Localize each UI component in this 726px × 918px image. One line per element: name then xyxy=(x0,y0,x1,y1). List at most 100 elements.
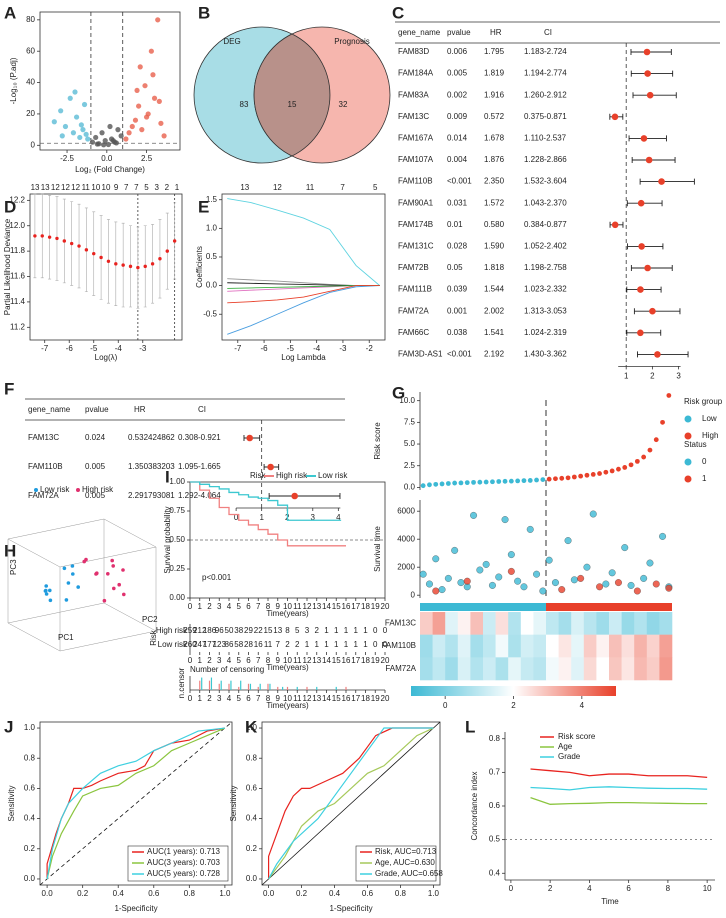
heat-cell xyxy=(508,612,522,635)
legend-box xyxy=(127,845,229,882)
p-value: <0.001 xyxy=(447,350,472,359)
gene-name: FAM90A1 xyxy=(398,198,434,207)
point xyxy=(143,114,150,120)
point xyxy=(565,475,571,481)
y-tick-label: 12.2 xyxy=(9,195,25,204)
heat-cell xyxy=(596,657,610,681)
ci-bar xyxy=(637,351,689,358)
survival-curve xyxy=(190,481,346,547)
x-tick-label: 6 xyxy=(246,656,251,665)
y-tick-label: 20 xyxy=(26,109,35,118)
confidence-interval: 0.308-0.921 xyxy=(178,433,221,442)
y-tick-label: 0.2 xyxy=(246,844,258,853)
point xyxy=(66,581,71,585)
heat-cell xyxy=(508,657,522,681)
heat-cell xyxy=(646,657,660,681)
top-tick-label: 7 xyxy=(340,183,345,192)
hazard-ratio: 0.532424862 xyxy=(128,433,175,442)
gene-name: FAM174B xyxy=(398,220,433,229)
hazard-ratio: 1.350383203 xyxy=(128,462,175,471)
point xyxy=(118,133,124,139)
y-tick-label: 1.00 xyxy=(169,477,185,486)
heat-cell xyxy=(420,657,433,681)
point xyxy=(590,471,596,477)
ci-bar xyxy=(632,92,677,99)
x-tick-label: -2 xyxy=(366,344,374,353)
row-label: FAM72A xyxy=(385,664,416,673)
point xyxy=(458,480,464,486)
x-tick-label: 16 xyxy=(342,656,351,665)
x-tick-label: 0 xyxy=(188,602,193,611)
y-tick-label: 0.5 xyxy=(206,252,218,261)
heat-cell xyxy=(571,612,585,635)
x-tick-label: 2 xyxy=(650,372,655,381)
point xyxy=(482,560,490,568)
confidence-interval: 1.532-3.604 xyxy=(524,177,567,186)
point xyxy=(117,582,121,587)
point xyxy=(608,569,616,577)
coefficient-path xyxy=(227,198,381,286)
concordance-line xyxy=(530,768,708,779)
axis-label: PC1 xyxy=(58,633,74,642)
at-risk-count: 0 xyxy=(383,640,388,649)
hazard-ratio: 2.192 xyxy=(484,350,505,359)
point xyxy=(143,264,147,269)
heat-cell xyxy=(445,612,459,635)
x-tick-label: 6 xyxy=(246,694,251,703)
point xyxy=(58,108,64,114)
x-tick-label: 4 xyxy=(227,656,232,665)
x-tick-label: -7 xyxy=(234,344,242,353)
point xyxy=(48,588,52,593)
x-tick-label: 1 xyxy=(259,513,264,522)
point xyxy=(553,476,558,482)
x-tick-label: 12 xyxy=(303,656,312,665)
at-risk-count: 1 xyxy=(334,626,339,635)
point xyxy=(570,576,578,584)
x-tick-label: 4 xyxy=(336,513,341,522)
point xyxy=(646,559,654,567)
top-tick-label: 10 xyxy=(102,183,111,192)
roc-curve xyxy=(268,727,434,880)
heat-cell xyxy=(596,612,610,635)
point xyxy=(578,473,584,479)
x-tick-label: 0.8 xyxy=(184,889,196,898)
at-risk-count: 1 xyxy=(363,640,368,649)
hazard-point xyxy=(646,91,654,99)
plot-frame xyxy=(39,11,181,151)
x-tick-label: 3 xyxy=(217,602,222,611)
point xyxy=(72,89,78,95)
x-tick-label: 19 xyxy=(371,656,380,665)
point xyxy=(627,581,635,589)
coefficient-path xyxy=(227,285,380,335)
point xyxy=(463,577,471,585)
point xyxy=(158,257,162,261)
panel-letter: I xyxy=(165,467,170,486)
column-header: CI xyxy=(544,28,552,37)
y-axis-label: Survival time xyxy=(373,526,382,572)
point xyxy=(107,123,113,130)
y-tick-label: 0.7 xyxy=(489,767,501,776)
top-tick-label: 5 xyxy=(144,183,149,192)
confidence-interval: 1.183-2.724 xyxy=(524,47,567,56)
x-tick-label: -4 xyxy=(313,344,321,353)
at-risk-count: 186 xyxy=(203,626,217,635)
point xyxy=(647,447,653,453)
x-axis-label: Time(years) xyxy=(266,609,309,618)
group-bar xyxy=(420,603,546,611)
heat-cell xyxy=(445,657,459,681)
panel-letter: L xyxy=(465,717,475,736)
confidence-interval: 1.260-2.912 xyxy=(524,90,567,99)
top-tick-label: 12 xyxy=(61,183,70,192)
y-tick-label: 1.5 xyxy=(206,195,218,204)
y-tick-label: 0.6 xyxy=(489,801,501,810)
y-tick-label: 80 xyxy=(26,15,35,24)
ci-bar xyxy=(628,135,667,142)
colorbar xyxy=(411,686,616,696)
heat-cell xyxy=(520,657,534,681)
y-tick-label: 10.0 xyxy=(399,396,415,405)
heat-cell xyxy=(520,612,534,635)
point xyxy=(508,478,514,484)
point xyxy=(137,64,143,70)
concordance-line xyxy=(530,786,708,791)
x-tick-label: 12 xyxy=(303,694,312,703)
